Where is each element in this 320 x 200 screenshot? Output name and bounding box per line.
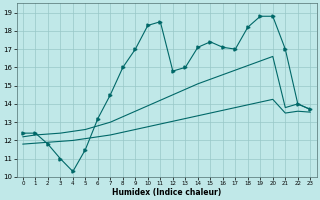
X-axis label: Humidex (Indice chaleur): Humidex (Indice chaleur)	[112, 188, 221, 197]
